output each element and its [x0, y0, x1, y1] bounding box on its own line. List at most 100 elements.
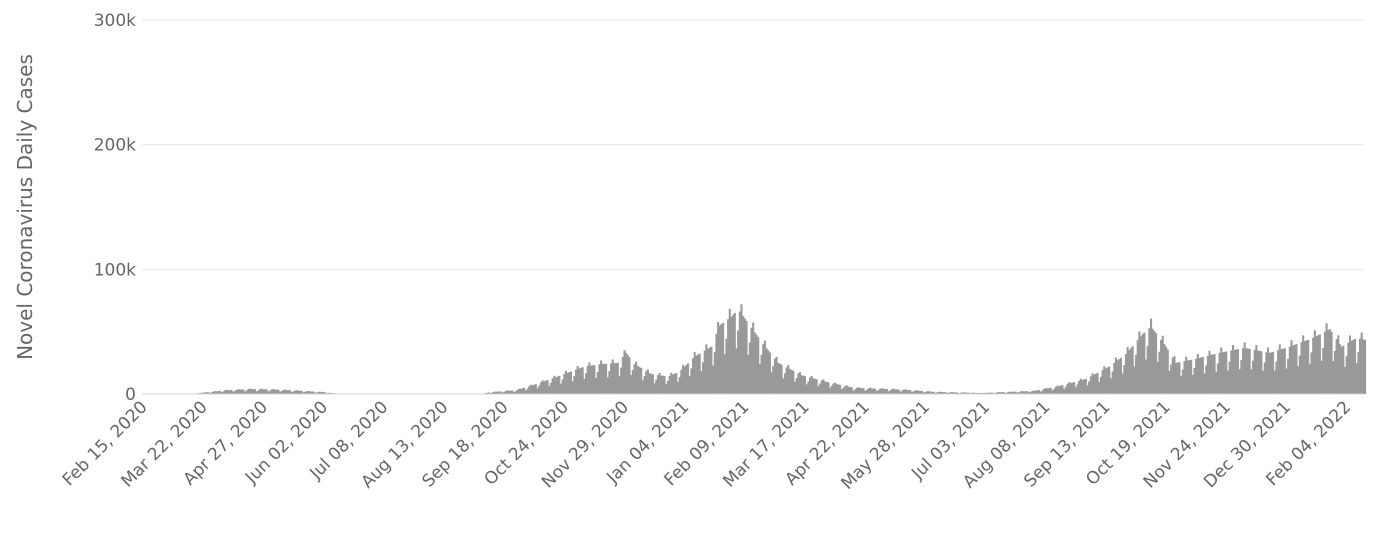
- daily-case-bar: [305, 391, 308, 394]
- daily-case-bar: [285, 390, 288, 394]
- daily-case-bar: [1124, 354, 1128, 394]
- daily-case-bar: [1012, 391, 1016, 394]
- daily-case-bar: [269, 390, 272, 394]
- daily-case-bar: [1345, 356, 1348, 394]
- y-axis-label: Novel Coronavirus Daily Cases: [13, 54, 37, 360]
- daily-case-bar: [267, 391, 270, 394]
- daily-case-bar: [1156, 361, 1159, 394]
- daily-case-bar: [894, 389, 897, 394]
- daily-case-bar: [847, 386, 850, 394]
- daily-case-bar: [713, 352, 716, 394]
- daily-case-bar: [213, 391, 216, 394]
- daily-case-bar: [681, 365, 685, 394]
- daily-case-bar: [200, 392, 203, 394]
- gridlines: [142, 19, 1364, 270]
- daily-case-bar: [1203, 373, 1206, 394]
- daily-case-bar: [869, 387, 872, 394]
- daily-case-bar: [1064, 386, 1067, 394]
- daily-case-bar: [895, 389, 898, 394]
- daily-case-bar: [712, 365, 715, 394]
- daily-case-bar: [698, 353, 701, 394]
- daily-case-bar: [1335, 339, 1338, 394]
- daily-case-bar: [1215, 371, 1218, 394]
- daily-case-bar: [842, 387, 845, 394]
- daily-case-bar: [1262, 370, 1265, 394]
- daily-case-bar: [648, 373, 651, 394]
- daily-case-bar: [1128, 350, 1131, 394]
- daily-case-bar: [942, 392, 945, 394]
- daily-case-bar: [1093, 374, 1096, 394]
- daily-case-bar: [1332, 361, 1335, 394]
- daily-case-bar: [243, 391, 247, 394]
- daily-case-bar: [551, 378, 554, 394]
- daily-case-bar: [778, 363, 781, 394]
- daily-case-bar: [1295, 344, 1298, 394]
- daily-case-bar: [541, 380, 544, 394]
- daily-case-bar: [1009, 391, 1012, 394]
- daily-case-bar: [1221, 352, 1224, 394]
- daily-case-bar: [912, 391, 915, 394]
- daily-case-bar: [1353, 338, 1357, 394]
- daily-case-bar: [752, 322, 755, 394]
- daily-case-bar: [1007, 391, 1010, 394]
- daily-case-bar: [1173, 356, 1176, 394]
- daily-case-bar: [264, 389, 267, 394]
- daily-case-bar: [1205, 365, 1208, 394]
- daily-case-bar: [747, 355, 750, 394]
- daily-case-bar: [259, 389, 262, 394]
- daily-case-bar: [202, 392, 205, 394]
- daily-case-bar: [735, 348, 738, 394]
- daily-case-bar: [579, 367, 583, 394]
- daily-case-bar: [1278, 344, 1281, 394]
- daily-case-bar: [1111, 371, 1114, 394]
- daily-case-bar: [623, 350, 626, 394]
- daily-case-bar: [1307, 339, 1310, 394]
- daily-case-bar: [503, 391, 506, 394]
- daily-case-bar: [1228, 361, 1231, 394]
- daily-case-bar: [1033, 390, 1036, 394]
- daily-case-bar: [277, 389, 280, 394]
- daily-case-bar: [250, 389, 253, 394]
- daily-case-bar: [1211, 354, 1214, 394]
- daily-case-bar: [1190, 359, 1193, 394]
- daily-case-bar: [640, 368, 643, 394]
- daily-case-bar: [1121, 373, 1124, 394]
- daily-case-bar: [237, 389, 240, 394]
- daily-case-bar: [803, 376, 807, 394]
- daily-case-bar: [1029, 391, 1032, 394]
- daily-case-bar: [870, 388, 873, 394]
- daily-case-bar: [1330, 331, 1333, 394]
- daily-case-bar: [705, 344, 708, 394]
- daily-case-bar: [1051, 390, 1054, 394]
- daily-case-bar: [1066, 383, 1069, 394]
- daily-case-bar: [600, 360, 603, 394]
- daily-case-bar: [1158, 351, 1161, 394]
- daily-case-bar: [1298, 355, 1301, 394]
- daily-case-bar: [1136, 340, 1139, 394]
- daily-case-bar: [641, 380, 644, 394]
- daily-case-bar: [936, 392, 939, 394]
- daily-case-bar: [631, 369, 634, 394]
- daily-case-bar: [1230, 350, 1233, 394]
- daily-case-bar: [252, 389, 255, 394]
- daily-case-bar: [987, 392, 990, 394]
- daily-case-bar: [626, 355, 629, 394]
- daily-case-bar: [887, 391, 890, 394]
- daily-case-bar: [834, 382, 837, 394]
- daily-case-bar: [523, 387, 526, 394]
- daily-case-bar: [1056, 385, 1059, 394]
- daily-case-bar: [320, 392, 323, 394]
- daily-case-bar: [242, 389, 245, 394]
- daily-case-bar: [653, 383, 656, 394]
- daily-case-bar: [1138, 331, 1141, 394]
- daily-case-bar: [730, 316, 733, 394]
- daily-case-bar: [1327, 330, 1330, 394]
- daily-case-bar: [994, 392, 997, 394]
- daily-case-bar: [574, 369, 578, 394]
- daily-case-bar: [1343, 366, 1347, 394]
- daily-case-bar: [651, 374, 654, 394]
- daily-case-bar: [691, 358, 695, 394]
- daily-case-bar: [248, 388, 252, 394]
- daily-case-bar: [1293, 344, 1296, 394]
- daily-case-bar: [534, 384, 537, 394]
